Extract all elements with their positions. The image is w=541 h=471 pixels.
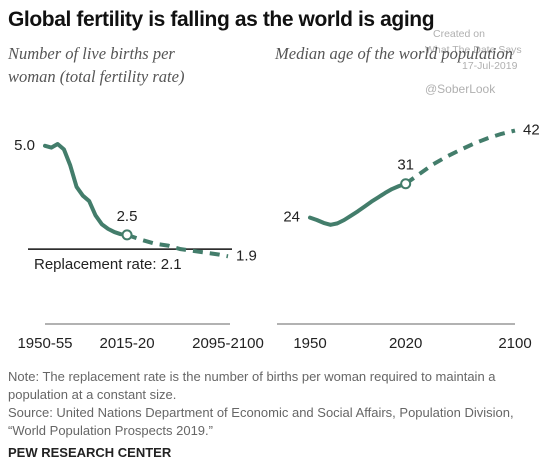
reference-label: Replacement rate: 2.1 [34, 256, 182, 273]
value-label: 42 [523, 121, 540, 138]
point-marker [121, 229, 133, 241]
x-tick-label: 2020 [389, 335, 422, 352]
value-label: 1.9 [236, 247, 257, 264]
value-label: 2.5 [117, 208, 138, 225]
value-label: 31 [397, 157, 414, 174]
point-marker [400, 178, 412, 190]
value-label: 5.0 [14, 137, 35, 154]
value-label: 24 [283, 209, 300, 226]
line-series [308, 181, 408, 227]
x-tick-label: 2015-20 [100, 335, 155, 352]
charts: 1950-55 2015-20 2095-2100 Replacement rate:… [14, 121, 540, 352]
chart-title: Number of live births per woman (total f… [8, 44, 185, 86]
source: Source: United Nations Department of Eco… [8, 405, 514, 438]
watermark: Created on [433, 28, 485, 40]
x-tick-label: 1950-55 [17, 335, 72, 352]
watermark-handle: @SoberLook [425, 82, 496, 96]
watermark: What The Data Says [425, 44, 522, 56]
x-tick-label: 2095-2100 [192, 335, 264, 352]
brand: PEW RESEARCH CENTER [8, 445, 172, 460]
line-series [404, 128, 516, 186]
page-title: Global fertility is falling as the world… [8, 8, 435, 31]
note: Note: The replacement rate is the number… [8, 369, 496, 402]
x-tick-label: 1950 [293, 335, 326, 352]
line-series [126, 233, 229, 259]
watermark: 17-Jul-2019 [462, 60, 518, 72]
chart-title: Median age of the world population [275, 44, 513, 63]
line-series [43, 142, 130, 237]
x-tick-label: 2100 [498, 335, 531, 352]
